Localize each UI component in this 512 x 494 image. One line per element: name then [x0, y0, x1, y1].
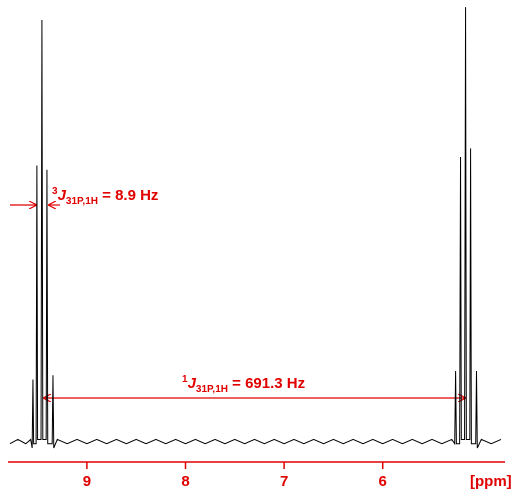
- annotation-sub: 31P,1H: [196, 384, 228, 395]
- x-tick-label: 9: [83, 473, 91, 490]
- annotation-symbol: J: [188, 375, 197, 392]
- annotation-text: = 8.9 Hz: [98, 187, 158, 204]
- x-tick-label: 7: [280, 473, 288, 490]
- annotation: 1J31P,1H = 691.3 Hz: [182, 374, 305, 395]
- spectrum-line: [9, 7, 502, 449]
- annotation-sup: 3: [52, 186, 58, 197]
- annotation-symbol: J: [58, 187, 67, 204]
- x-tick-label: 6: [379, 473, 387, 490]
- x-tick-label: 8: [181, 473, 189, 490]
- annotation-text: = 691.3 Hz: [228, 375, 305, 392]
- annotation: 3J31P,1H = 8.9 Hz: [52, 186, 158, 207]
- x-axis-label: [ppm]: [470, 473, 512, 490]
- annotation-sup: 1: [182, 374, 188, 385]
- annotation-sub: 31P,1H: [66, 196, 98, 207]
